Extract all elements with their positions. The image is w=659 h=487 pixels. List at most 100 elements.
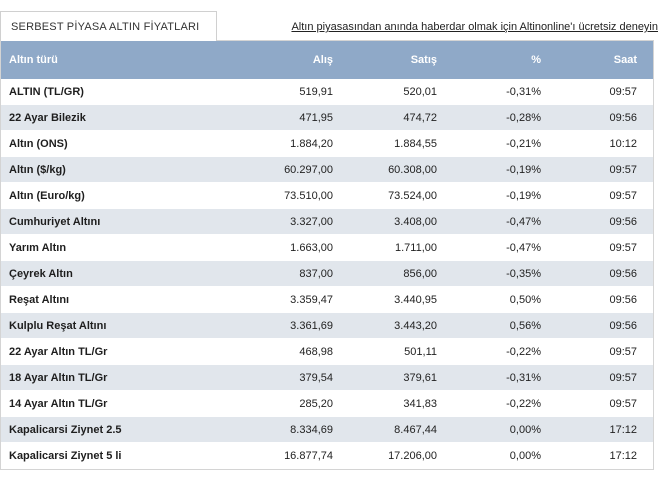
cell-change-percent: -0,22%	[506, 397, 541, 410]
column-header-buy: Alış	[312, 54, 333, 66]
cell-time: 09:56	[609, 215, 637, 228]
cell-change-percent: -0,47%	[506, 215, 541, 228]
cell-gold-type: Cumhuriyet Altını	[9, 215, 101, 228]
cell-gold-type: 22 Ayar Bilezik	[9, 111, 86, 124]
cell-change-percent: 0,00%	[509, 423, 541, 436]
cell-gold-type: Yarım Altın	[9, 241, 67, 254]
cell-sell-price: 60.308,00	[388, 163, 437, 176]
cell-buy-price: 8.334,69	[290, 423, 333, 436]
table-row[interactable]: Çeyrek Altın 837,00 856,00 -0,35% 09:56	[1, 261, 653, 287]
cell-time: 09:57	[609, 189, 637, 202]
cell-time: 09:56	[609, 111, 637, 124]
cell-gold-type: Reşat Altını	[9, 293, 70, 306]
table-row[interactable]: Kulplu Reşat Altını 3.361,69 3.443,20 0,56%…	[1, 313, 653, 339]
cell-sell-price: 520,01	[403, 85, 437, 98]
cell-sell-price: 8.467,44	[394, 423, 437, 436]
cell-sell-price: 1.711,00	[394, 241, 437, 254]
cell-time: 17:12	[609, 423, 637, 436]
cell-buy-price: 60.297,00	[284, 163, 333, 176]
cell-sell-price: 1.884,55	[394, 137, 437, 150]
table-row[interactable]: 22 Ayar Altın TL/Gr 468,98 501,11 -0,22% 09:…	[1, 339, 653, 365]
cell-buy-price: 3.327,00	[290, 215, 333, 228]
cell-sell-price: 73.524,00	[388, 189, 437, 202]
table-row[interactable]: Yarım Altın 1.663,00 1.711,00 -0,47% 09:57	[1, 235, 653, 261]
cell-change-percent: 0,56%	[509, 319, 541, 332]
cell-buy-price: 471,95	[299, 111, 333, 124]
cell-time: 17:12	[609, 449, 637, 462]
cell-time: 09:57	[609, 241, 637, 254]
cell-sell-price: 3.408,00	[394, 215, 437, 228]
cell-gold-type: Altın (Euro/kg)	[9, 189, 85, 202]
cell-time: 09:56	[609, 319, 637, 332]
cell-time: 10:12	[609, 137, 637, 150]
cell-gold-type: Altın ($/kg)	[9, 163, 66, 176]
cell-time: 09:57	[609, 85, 637, 98]
cell-change-percent: -0,19%	[506, 189, 541, 202]
cell-gold-type: Altın (ONS)	[9, 137, 68, 150]
cell-buy-price: 1.663,00	[290, 241, 333, 254]
table-row[interactable]: Altın (ONS) 1.884,20 1.884,55 -0,21% 10:12	[1, 131, 653, 157]
table-body: ALTIN (TL/GR) 519,91 520,01 -0,31% 09:57 22 A…	[1, 79, 653, 469]
cell-change-percent: -0,31%	[506, 371, 541, 384]
cell-buy-price: 16.877,74	[284, 449, 333, 462]
cell-sell-price: 3.440,95	[394, 293, 437, 306]
table-header: Altın türü Alış Satış % Saat	[1, 41, 653, 79]
cell-gold-type: 14 Ayar Altın TL/Gr	[9, 397, 108, 410]
table-row[interactable]: Kapalicarsi Ziynet 2.5 8.334,69 8.467,44 0,…	[1, 417, 653, 443]
cell-gold-type: Kulplu Reşat Altını	[9, 319, 107, 332]
altinonline-promo-link[interactable]: Altın piyasasından anında haberdar olmak…	[291, 21, 658, 33]
table-row[interactable]: 22 Ayar Bilezik 471,95 474,72 -0,28% 09:56	[1, 105, 653, 131]
cell-time: 09:57	[609, 345, 637, 358]
cell-sell-price: 379,61	[403, 371, 437, 384]
cell-buy-price: 3.359,47	[290, 293, 333, 306]
table-row[interactable]: Kapalicarsi Ziynet 5 li 16.877,74 17.206,0…	[1, 443, 653, 469]
table-row[interactable]: Reşat Altını 3.359,47 3.440,95 0,50% 09:56	[1, 287, 653, 313]
column-header-percent: %	[531, 54, 541, 66]
cell-change-percent: -0,22%	[506, 345, 541, 358]
cell-gold-type: Kapalicarsi Ziynet 2.5	[9, 423, 122, 436]
table-row[interactable]: ALTIN (TL/GR) 519,91 520,01 -0,31% 09:57	[1, 79, 653, 105]
cell-time: 09:57	[609, 371, 637, 384]
cell-buy-price: 468,98	[299, 345, 333, 358]
cell-gold-type: 18 Ayar Altın TL/Gr	[9, 371, 108, 384]
cell-sell-price: 856,00	[403, 267, 437, 280]
column-header-time: Saat	[613, 54, 637, 66]
cell-buy-price: 379,54	[299, 371, 333, 384]
tab-serbest-piyasa[interactable]: SERBEST PİYASA ALTIN FİYATLARI	[0, 11, 217, 41]
cell-change-percent: 0,50%	[509, 293, 541, 306]
column-header-name: Altın türü	[9, 54, 58, 66]
cell-gold-type: Kapalicarsi Ziynet 5 li	[9, 449, 122, 462]
cell-change-percent: -0,35%	[506, 267, 541, 280]
table-row[interactable]: 18 Ayar Altın TL/Gr 379,54 379,61 -0,31% 09:…	[1, 365, 653, 391]
gold-price-table: Altın türü Alış Satış % Saat ALTIN (TL/G…	[0, 40, 654, 470]
cell-sell-price: 474,72	[403, 111, 437, 124]
cell-sell-price: 341,83	[403, 397, 437, 410]
cell-time: 09:57	[609, 163, 637, 176]
cell-change-percent: -0,28%	[506, 111, 541, 124]
table-row[interactable]: Altın (Euro/kg) 73.510,00 73.524,00 -0,19% 0…	[1, 183, 653, 209]
cell-buy-price: 1.884,20	[290, 137, 333, 150]
cell-gold-type: Çeyrek Altın	[9, 267, 73, 280]
cell-change-percent: -0,19%	[506, 163, 541, 176]
table-row[interactable]: Cumhuriyet Altını 3.327,00 3.408,00 -0,47% 0…	[1, 209, 653, 235]
cell-sell-price: 17.206,00	[388, 449, 437, 462]
cell-sell-price: 501,11	[404, 345, 437, 358]
cell-buy-price: 3.361,69	[290, 319, 333, 332]
cell-buy-price: 519,91	[299, 85, 333, 98]
cell-time: 09:56	[609, 267, 637, 280]
cell-sell-price: 3.443,20	[394, 319, 437, 332]
cell-time: 09:56	[609, 293, 637, 306]
table-row[interactable]: 14 Ayar Altın TL/Gr 285,20 341,83 -0,22% 09:…	[1, 391, 653, 417]
cell-buy-price: 73.510,00	[284, 189, 333, 202]
cell-change-percent: -0,31%	[506, 85, 541, 98]
cell-change-percent: 0,00%	[509, 449, 541, 462]
cell-gold-type: 22 Ayar Altın TL/Gr	[9, 345, 108, 358]
column-header-sell: Satış	[410, 54, 437, 66]
cell-buy-price: 837,00	[299, 267, 333, 280]
cell-change-percent: -0,21%	[506, 137, 541, 150]
cell-buy-price: 285,20	[299, 397, 333, 410]
cell-gold-type: ALTIN (TL/GR)	[9, 85, 84, 98]
cell-change-percent: -0,47%	[506, 241, 541, 254]
table-row[interactable]: Altın ($/kg) 60.297,00 60.308,00 -0,19% 09:5…	[1, 157, 653, 183]
